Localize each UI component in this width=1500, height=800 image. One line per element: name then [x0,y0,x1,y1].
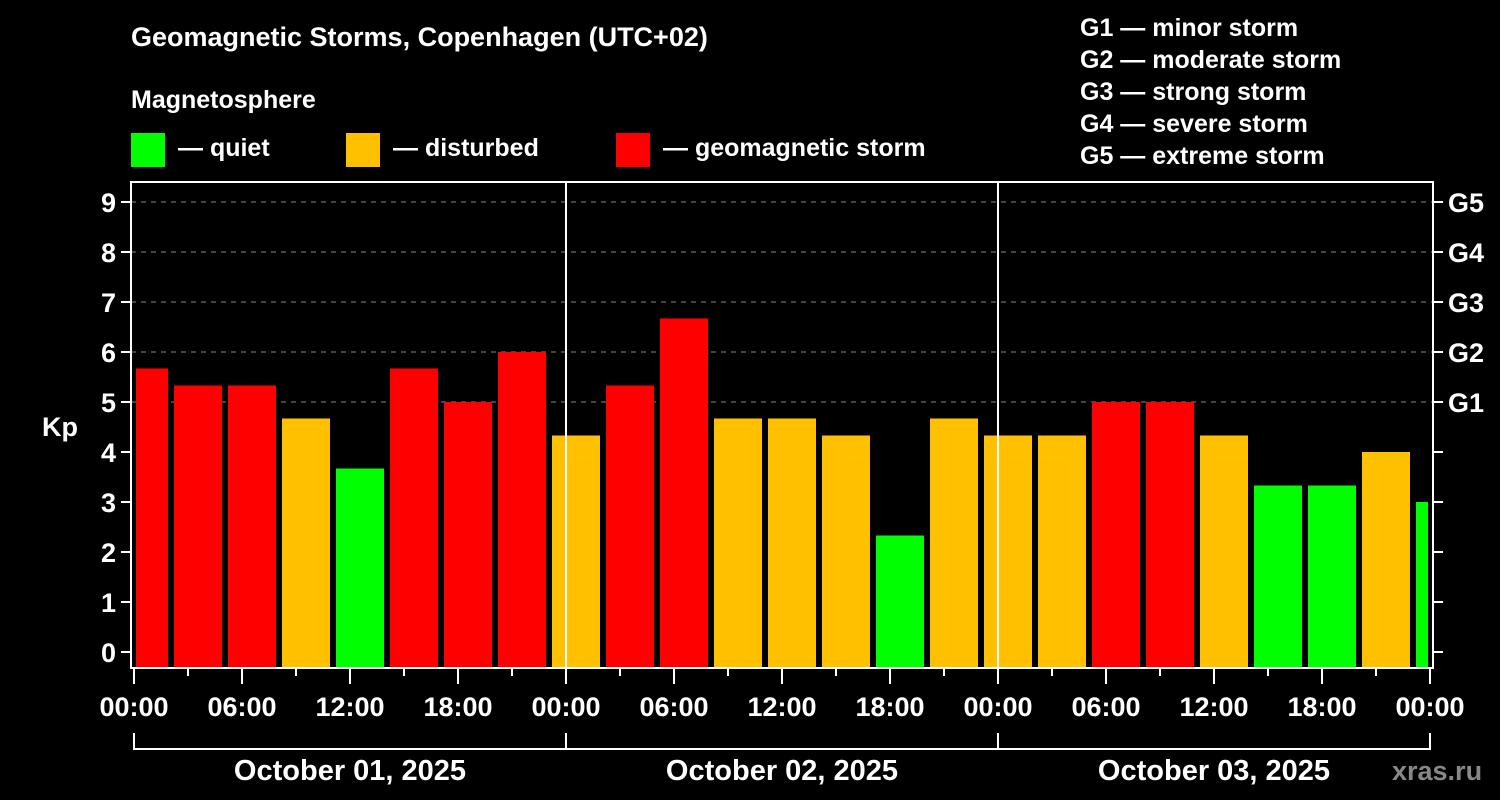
x-tick-label: 18:00 [1287,692,1356,722]
y-tick-label: 3 [101,488,116,518]
kp-bar [1362,452,1410,668]
kp-bar [984,435,1032,668]
kp-bar [174,385,222,668]
g-tick-label: G4 [1448,238,1484,268]
kp-bar [1092,402,1140,668]
kp-bar [336,468,384,668]
legend-swatch-disturbed [346,133,380,167]
kp-bar [1038,435,1086,668]
kp-bar [1416,502,1428,668]
kp-bar [768,418,816,668]
legend-swatch-storm [616,133,650,167]
x-tick-label: 06:00 [639,692,708,722]
g-scale-g3: G3 — strong storm [1080,78,1307,106]
kp-bar [136,368,168,668]
kp-bar [228,385,276,668]
kp-bar [876,535,924,668]
g-tick-label: G2 [1448,338,1484,368]
date-label: October 03, 2025 [1098,755,1330,787]
g-scale-g5: G5 — extreme storm [1080,142,1325,170]
legend-title: Magnetosphere [131,86,316,114]
x-tick-label: 18:00 [855,692,924,722]
y-tick-label: 0 [101,638,116,668]
g-scale-g2: G2 — moderate storm [1080,46,1342,74]
kp-bar [498,352,546,668]
y-tick-label: 4 [101,438,116,468]
x-tick-label: 18:00 [423,692,492,722]
kp-bar [444,402,492,668]
legend-label-storm: — geomagnetic storm [663,134,926,162]
y-tick-label: 1 [101,588,116,618]
kp-bar [822,435,870,668]
watermark: xras.ru [1392,756,1483,786]
y-tick-label: 7 [101,288,116,318]
y-tick-label: 5 [101,388,116,418]
kp-bar [552,435,600,668]
x-tick-label: 12:00 [1179,692,1248,722]
y-tick-label: 9 [101,188,116,218]
x-tick-label: 12:00 [747,692,816,722]
legend-label-disturbed: — disturbed [393,134,539,162]
x-tick-label: 00:00 [963,692,1032,722]
date-label: October 02, 2025 [666,755,898,787]
legend-label-quiet: — quiet [178,134,270,162]
kp-bar [1200,435,1248,668]
x-tick-label: 06:00 [1071,692,1140,722]
x-tick-label: 12:00 [315,692,384,722]
y-tick-label: 6 [101,338,116,368]
y-tick-label: 8 [101,238,116,268]
chart-title: Geomagnetic Storms, Copenhagen (UTC+02) [131,22,708,52]
kp-bar [390,368,438,668]
kp-bar [282,418,330,668]
g-tick-label: G1 [1448,388,1484,418]
x-tick-label: 00:00 [99,692,168,722]
legend-swatch-quiet [131,133,165,167]
kp-bar [1308,485,1356,668]
kp-bar [606,385,654,668]
g-scale-g1: G1 — minor storm [1080,14,1299,42]
y-axis-label: Kp [42,412,78,442]
kp-bar [1254,485,1302,668]
g-tick-label: G5 [1448,188,1484,218]
kp-bar [660,318,708,668]
y-tick-label: 2 [101,538,116,568]
x-tick-label: 00:00 [1395,692,1464,722]
g-tick-label: G3 [1448,288,1484,318]
x-tick-label: 00:00 [531,692,600,722]
kp-bar [1146,402,1194,668]
kp-bar [930,418,978,668]
g-scale-g4: G4 — severe storm [1080,110,1308,138]
x-tick-label: 06:00 [207,692,276,722]
date-label: October 01, 2025 [234,755,466,787]
kp-bar [714,418,762,668]
